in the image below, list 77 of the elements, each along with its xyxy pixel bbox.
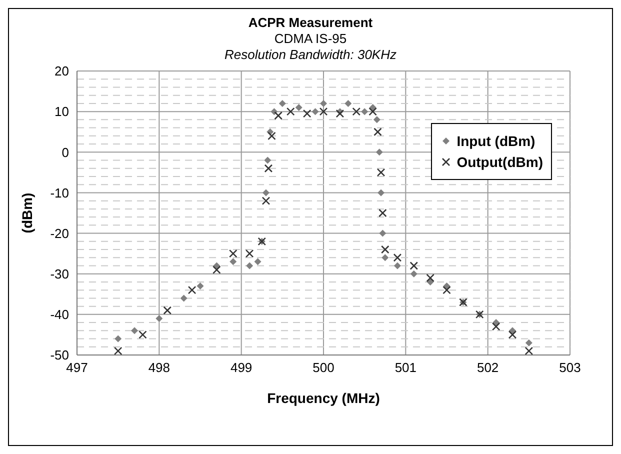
- point: [492, 322, 500, 331]
- x-tick-label: 503: [559, 360, 581, 376]
- point: [492, 319, 500, 326]
- point: [131, 327, 138, 334]
- point: [380, 245, 390, 254]
- point: [114, 346, 122, 355]
- point: [262, 196, 270, 205]
- point: [382, 254, 389, 262]
- point: [376, 168, 386, 177]
- x-tick-label: 498: [148, 360, 170, 376]
- legend-label: Input (dBm): [456, 133, 536, 149]
- point: [163, 306, 172, 315]
- point: [264, 164, 273, 173]
- legend-label: Output(dBm): [456, 154, 543, 170]
- point: [508, 330, 517, 339]
- y-tick-label: 10: [54, 104, 69, 120]
- point: [138, 330, 147, 339]
- chart-subtitle: CDMA IS-95: [273, 31, 348, 47]
- point: [319, 107, 328, 116]
- point: [379, 230, 386, 237]
- point: [264, 156, 272, 164]
- point: [393, 253, 402, 262]
- point: [378, 208, 387, 218]
- point: [278, 100, 286, 107]
- point: [274, 111, 282, 120]
- point: [376, 148, 383, 156]
- point: [286, 107, 295, 116]
- y-axis-title: (dBm): [18, 192, 35, 234]
- x-tick-label: 499: [230, 360, 252, 376]
- point: [302, 109, 312, 118]
- y-tick-label: -40: [50, 307, 69, 322]
- point: [361, 108, 368, 116]
- point: [180, 294, 188, 302]
- point: [213, 262, 220, 270]
- point: [426, 274, 434, 282]
- x-tick-label: 500: [312, 360, 334, 376]
- x-tick-label: 501: [394, 360, 417, 376]
- point: [212, 266, 221, 274]
- point: [268, 132, 276, 140]
- y-tick-label: 0: [62, 144, 69, 160]
- point: [312, 108, 319, 116]
- x-axis-title: Frequency (MHz): [267, 390, 380, 406]
- point: [368, 107, 377, 116]
- point: [188, 286, 196, 294]
- point: [320, 100, 327, 107]
- point: [246, 262, 254, 270]
- point: [295, 104, 302, 112]
- y-tick-label: 20: [54, 64, 69, 79]
- point: [270, 108, 278, 116]
- point: [156, 314, 163, 322]
- point: [378, 189, 385, 196]
- point: [114, 335, 122, 342]
- point: [410, 262, 418, 270]
- point: [245, 249, 254, 258]
- y-tick-label: -50: [50, 348, 69, 363]
- point: [410, 270, 418, 278]
- point: [374, 128, 382, 136]
- point: [525, 339, 532, 346]
- y-tick-label: -10: [50, 185, 69, 200]
- point: [442, 286, 451, 294]
- point: [228, 249, 238, 258]
- text: Resolution Bandwidth: 30KHz: [224, 47, 398, 63]
- chart-title: ACPR Measurement: [247, 15, 374, 31]
- point: [344, 100, 352, 107]
- point: [196, 282, 204, 290]
- point: [254, 258, 262, 266]
- point: [262, 189, 270, 196]
- point: [352, 107, 361, 116]
- point: [336, 109, 344, 118]
- point: [394, 262, 401, 270]
- y-tick-label: -30: [50, 266, 69, 282]
- y-tick-label: -20: [50, 226, 69, 241]
- point: [230, 258, 237, 266]
- x-tick-label: 497: [66, 360, 88, 376]
- x-tick-label: 502: [476, 360, 499, 376]
- point: [373, 116, 380, 124]
- point: [524, 346, 534, 355]
